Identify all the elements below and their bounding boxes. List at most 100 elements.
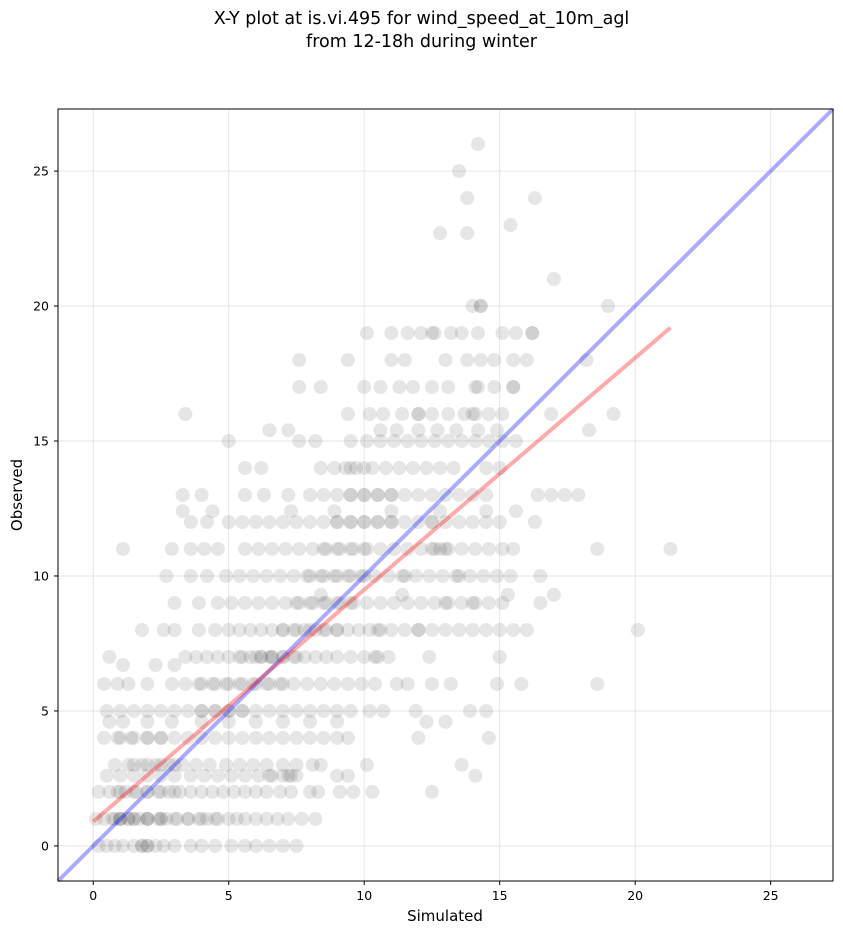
data-point <box>424 784 439 799</box>
data-point <box>148 838 163 853</box>
x-tick-label: 25 <box>763 888 779 903</box>
data-point <box>284 784 299 799</box>
data-point <box>135 622 150 637</box>
data-point <box>191 811 206 826</box>
data-point <box>194 676 209 691</box>
data-point <box>289 768 304 783</box>
data-point <box>330 649 345 664</box>
data-point <box>492 461 507 476</box>
data-point <box>414 541 429 556</box>
data-point <box>167 658 182 673</box>
data-point <box>340 676 355 691</box>
y-tick-label: 25 <box>33 164 49 179</box>
data-point <box>210 649 225 664</box>
data-point <box>378 461 393 476</box>
data-point <box>340 407 355 422</box>
data-point <box>97 676 112 691</box>
data-point <box>368 568 383 583</box>
data-point <box>481 434 496 449</box>
data-point <box>303 595 318 610</box>
x-tick-label: 5 <box>225 888 233 903</box>
data-point <box>373 595 388 610</box>
data-point <box>248 838 263 853</box>
data-point <box>164 541 179 556</box>
data-point <box>126 768 141 783</box>
data-point <box>508 504 523 519</box>
data-point <box>270 811 285 826</box>
data-point <box>194 730 209 745</box>
data-point <box>113 730 128 745</box>
data-point <box>140 768 155 783</box>
data-point <box>465 488 480 502</box>
data-point <box>384 353 399 368</box>
identity-line <box>56 107 835 883</box>
data-point <box>202 757 217 772</box>
data-point <box>454 757 469 772</box>
data-point <box>164 676 179 691</box>
data-point <box>316 541 331 556</box>
data-point <box>167 730 182 745</box>
data-point <box>243 649 258 664</box>
data-point <box>113 811 128 826</box>
data-point <box>357 649 372 664</box>
data-point <box>427 595 442 610</box>
data-point <box>286 649 301 664</box>
data-point <box>332 595 347 610</box>
data-point <box>327 568 342 583</box>
data-point <box>359 541 374 556</box>
data-point <box>178 676 193 691</box>
data-point <box>389 676 404 691</box>
data-point <box>126 730 141 745</box>
data-point <box>340 353 355 368</box>
data-point <box>468 434 483 449</box>
data-point <box>582 423 597 438</box>
data-point <box>224 595 239 610</box>
data-point <box>91 838 106 853</box>
data-point <box>411 730 426 745</box>
data-point <box>414 434 429 449</box>
data-point <box>162 757 177 772</box>
data-point <box>265 649 280 664</box>
data-point <box>275 768 290 783</box>
data-point <box>262 730 277 745</box>
data-point <box>454 434 469 449</box>
data-point <box>346 595 361 610</box>
data-point <box>395 587 410 602</box>
data-point <box>246 676 261 691</box>
data-point <box>156 622 171 637</box>
data-point <box>235 703 250 718</box>
data-point <box>340 568 355 583</box>
data-point <box>340 622 355 637</box>
data-point <box>481 730 496 745</box>
data-point <box>183 784 198 799</box>
data-point <box>303 568 318 583</box>
data-point <box>571 488 586 502</box>
data-point <box>471 423 486 438</box>
data-point <box>303 784 318 799</box>
data-point <box>200 568 215 583</box>
data-point <box>116 658 131 673</box>
data-point <box>370 514 385 529</box>
data-point <box>330 541 345 556</box>
data-point <box>178 649 193 664</box>
data-point <box>468 768 483 783</box>
data-point <box>262 676 277 691</box>
data-point <box>346 541 361 556</box>
data-point <box>370 488 385 502</box>
data-point <box>210 541 225 556</box>
chart-title-line-1: X-Y plot at is.vi.495 for wind_speed_at_… <box>213 9 630 29</box>
data-point <box>219 757 234 772</box>
data-point <box>251 595 266 610</box>
data-point <box>183 568 198 583</box>
data-point <box>327 676 342 691</box>
data-point <box>297 649 312 664</box>
data-point <box>305 541 320 556</box>
data-point <box>248 676 263 691</box>
data-point <box>102 784 117 799</box>
data-point <box>479 461 494 476</box>
data-point <box>205 784 220 799</box>
data-point <box>200 514 215 529</box>
data-point <box>126 811 141 826</box>
data-point <box>422 568 437 583</box>
data-point <box>289 595 304 610</box>
